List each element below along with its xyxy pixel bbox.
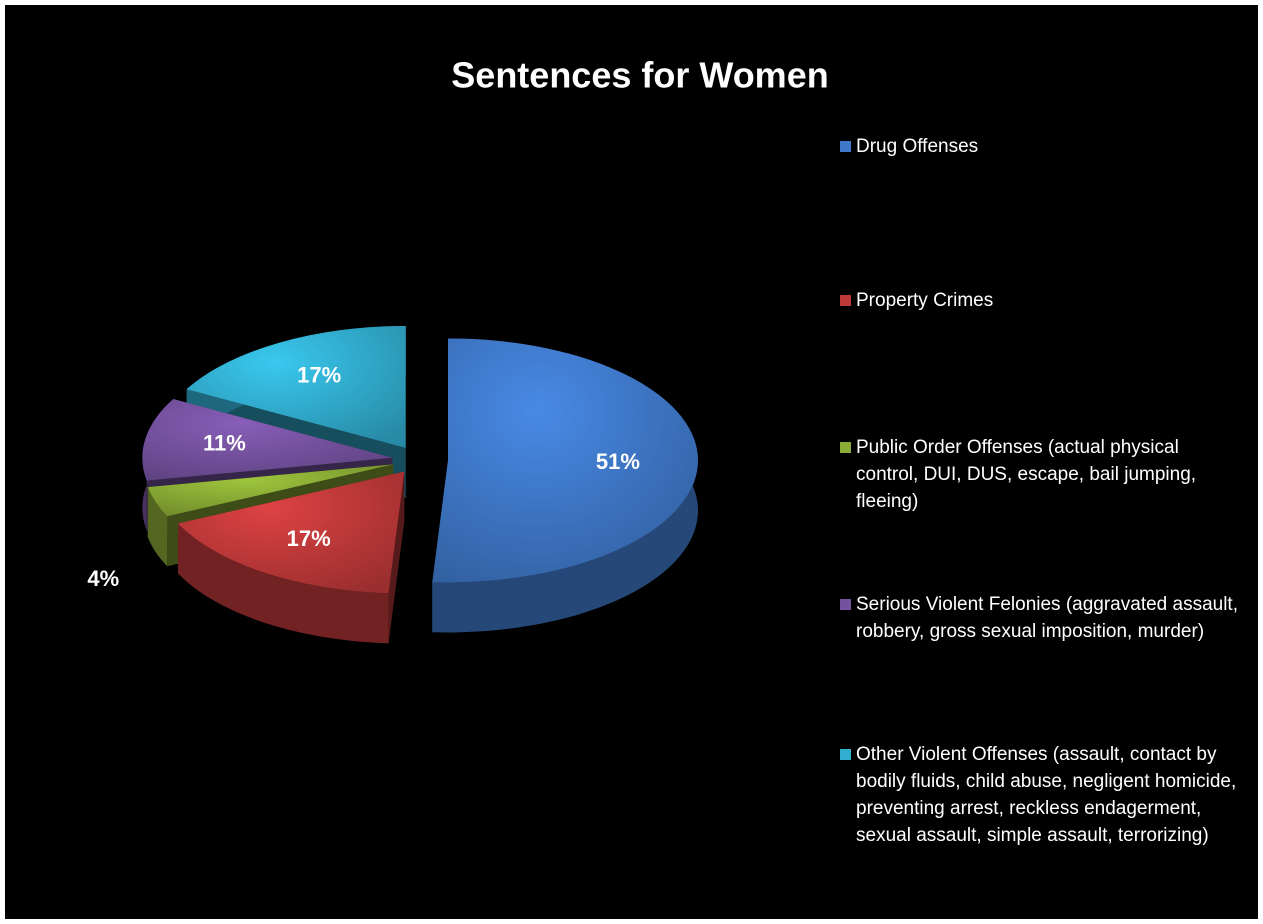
data-label: 17% <box>287 526 331 551</box>
pie-slice <box>186 325 406 448</box>
legend-item: Public Order Offenses (actual physical c… <box>840 434 1240 515</box>
data-label: 51% <box>596 449 640 474</box>
legend-swatch <box>840 749 851 760</box>
legend-swatch <box>840 599 851 610</box>
legend-swatch <box>840 442 851 453</box>
legend-item: Other Violent Offenses (assault, contact… <box>840 741 1240 849</box>
pie-slice <box>142 399 393 481</box>
pie-slice <box>178 471 405 594</box>
pie-slice <box>432 338 698 583</box>
legend-label: Serious Violent Felonies (aggravated ass… <box>856 594 1238 642</box>
data-label: 17% <box>297 362 341 387</box>
legend-item: Drug Offenses <box>840 133 1240 160</box>
slice-side <box>147 487 168 567</box>
legend-swatch <box>840 141 851 152</box>
chart-title: Sentences for Women <box>451 55 828 96</box>
plot: Sentences for Women 51% 17% 4% 11% 17% <box>87 55 829 644</box>
legend-label: Drug Offenses <box>856 136 979 157</box>
data-label: 11% <box>203 431 246 456</box>
legend-label: Property Crimes <box>856 290 994 311</box>
chart: Sentences for Women 51% 17% 4% 11% 17% Drug … <box>5 5 1258 919</box>
legend-item: Property Crimes <box>840 287 1240 314</box>
legend-item: Serious Violent Felonies (aggravated ass… <box>840 591 1240 645</box>
legend-label: Other Violent Offenses (assault, contact… <box>856 744 1237 846</box>
data-label: 4% <box>87 566 119 591</box>
legend-swatch <box>840 295 851 306</box>
pie-slice <box>147 464 394 517</box>
slice-side <box>178 523 389 644</box>
legend-label: Public Order Offenses (actual physical c… <box>856 437 1197 512</box>
